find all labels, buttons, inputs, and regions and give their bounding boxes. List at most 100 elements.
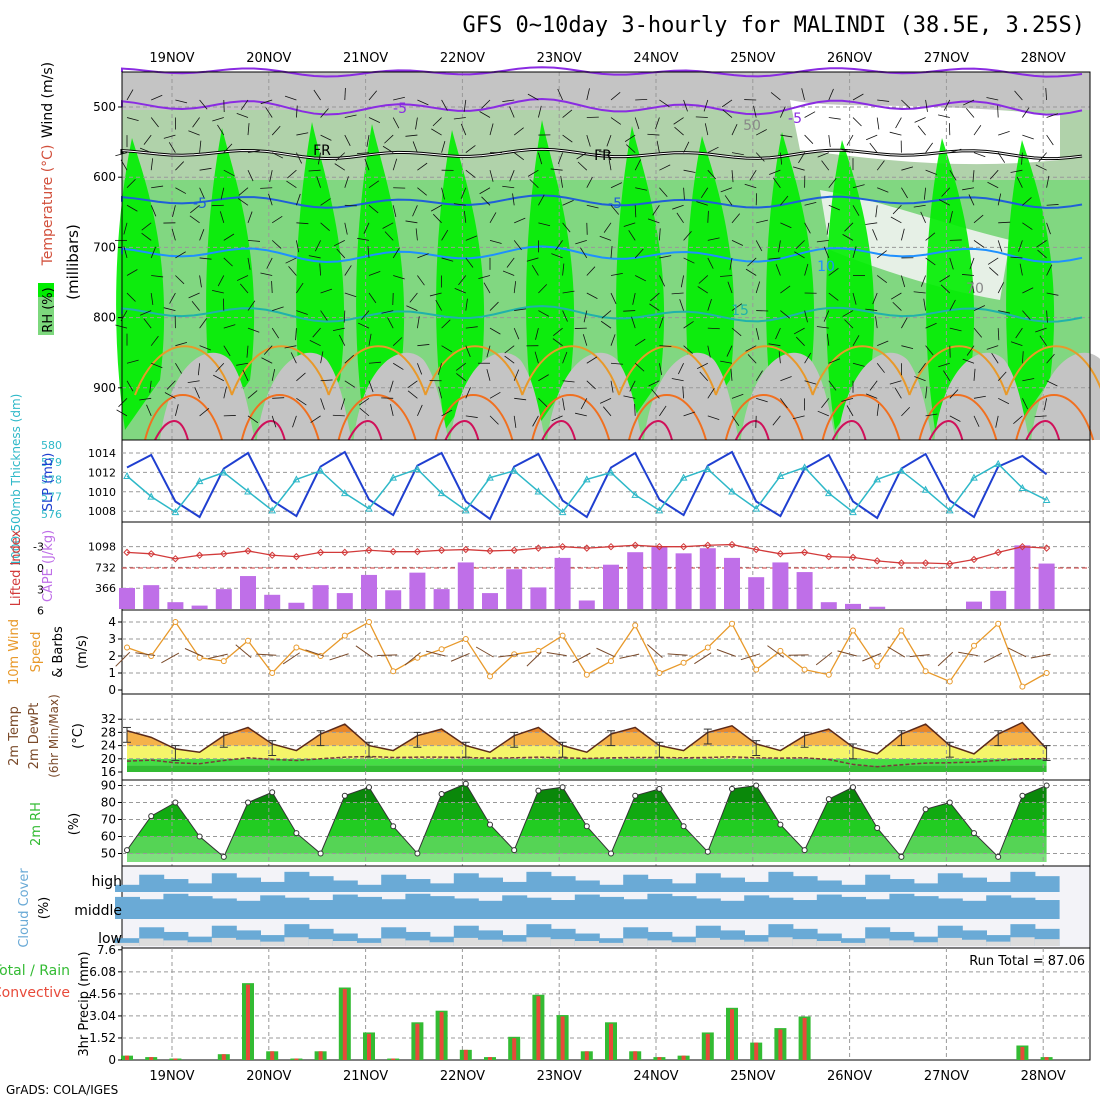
wind-barb xyxy=(271,215,283,224)
y-tick-label: 0 xyxy=(108,1053,116,1067)
y-tick-label: 7.6 xyxy=(97,943,116,957)
wind-barb xyxy=(562,200,574,206)
wind-barb xyxy=(973,395,986,399)
precip-convective-bar xyxy=(294,1058,299,1060)
wind-barb xyxy=(527,93,539,101)
wind-barb xyxy=(608,158,612,171)
thickness-point xyxy=(244,487,252,495)
wind-barb xyxy=(417,404,423,417)
wind-barb xyxy=(635,187,648,191)
rh-point xyxy=(753,782,760,789)
wind-barb xyxy=(438,386,442,399)
wind-barb xyxy=(1010,169,1023,173)
contour-label: -5 xyxy=(193,196,207,212)
precip-convective-bar xyxy=(463,1049,468,1060)
wind-barb xyxy=(115,152,128,157)
wind-barb xyxy=(296,310,308,315)
cloud-block-low xyxy=(308,939,334,946)
wind-barb xyxy=(826,333,830,346)
wind-barb xyxy=(296,105,298,118)
y-tick-label: 4 xyxy=(108,615,116,629)
wind-barb xyxy=(632,292,636,305)
wind-barb xyxy=(1034,415,1047,418)
lifted-index-point xyxy=(752,545,760,554)
wind-barb xyxy=(673,117,684,125)
contour-label: FR xyxy=(594,148,612,164)
wind-barb xyxy=(683,257,695,264)
lifted-index-point xyxy=(389,547,397,556)
wind10-barb xyxy=(305,649,325,657)
wind-barb xyxy=(486,345,491,358)
temp-band xyxy=(127,745,1047,759)
wind-barb xyxy=(455,362,467,371)
wind-barb xyxy=(247,415,259,424)
wind-barb xyxy=(320,379,333,382)
wind-barb xyxy=(463,99,467,112)
cloud-block xyxy=(695,873,721,892)
wind-barb xyxy=(720,275,733,277)
cloud-block xyxy=(187,896,213,919)
wind-barb xyxy=(890,292,902,300)
wind-barb xyxy=(192,117,200,128)
cloud-block xyxy=(405,893,431,919)
wind-barb xyxy=(852,246,857,259)
wind-barb xyxy=(146,404,152,417)
cape-bar xyxy=(167,602,184,609)
wind10-barb xyxy=(1007,647,1027,658)
thickness-point xyxy=(994,459,1003,467)
wind-barb xyxy=(707,327,720,330)
contour-labels: -5 -5 FR FR -5 -5 10 15 50 70 xyxy=(193,101,984,319)
wind-barb xyxy=(696,201,708,206)
wind-barb xyxy=(991,352,999,364)
wind-barb xyxy=(247,150,260,154)
cape-bar xyxy=(1014,545,1031,609)
cloud-block xyxy=(163,893,189,919)
temperature-contour-30 xyxy=(154,420,189,441)
cloud-block xyxy=(357,884,382,892)
cape-tick-label: 366 xyxy=(95,582,116,595)
wind-barb xyxy=(392,337,403,346)
wind-barb xyxy=(382,145,394,153)
wind-barb xyxy=(676,212,684,224)
wind-barb xyxy=(876,250,887,259)
cape-bar xyxy=(990,590,1007,609)
wind-barb xyxy=(634,338,646,347)
precip-convective-bar xyxy=(270,1051,275,1060)
cloud-block-low xyxy=(211,937,237,946)
wind-barb xyxy=(876,160,885,171)
wind-barb xyxy=(417,253,429,259)
rh-point xyxy=(850,784,856,791)
cloud-block xyxy=(1010,897,1036,919)
wind-barb xyxy=(586,356,598,364)
wind-barb xyxy=(188,130,200,136)
rh-point xyxy=(148,813,155,820)
wind-barb xyxy=(973,152,986,158)
wind-barb xyxy=(793,327,805,335)
thickness-point xyxy=(921,485,930,493)
wind-barb xyxy=(368,90,378,101)
wind-barb xyxy=(1043,398,1047,411)
cloud-block xyxy=(139,874,165,892)
cloud-block xyxy=(841,938,866,946)
wind-barb xyxy=(384,134,394,144)
wind-barb xyxy=(513,369,520,381)
wind-speed-point xyxy=(535,647,542,654)
wind-barb xyxy=(296,152,303,164)
precip-bars xyxy=(121,983,1053,1060)
precip-convective-bar xyxy=(536,996,541,1060)
slp-thickness-panel: 580 579 578 577 576 1014 1012 1010 1008 1000-500… xyxy=(9,394,1091,566)
cloud-level-label: high xyxy=(91,874,122,890)
bottom-date-label: 20NOV xyxy=(246,1069,291,1084)
precip-convective-bar xyxy=(173,1058,178,1060)
temperature-contour-25 xyxy=(1015,394,1095,441)
wind-barb xyxy=(998,130,1010,136)
rh-point xyxy=(874,825,881,831)
wind-barb xyxy=(780,195,789,206)
wind-barb xyxy=(677,363,684,375)
wind-barb xyxy=(141,232,152,241)
wind-speed-point xyxy=(583,671,590,678)
wind-barb xyxy=(358,398,370,406)
lifted-index-point xyxy=(486,547,494,555)
thickness-point xyxy=(800,463,809,471)
